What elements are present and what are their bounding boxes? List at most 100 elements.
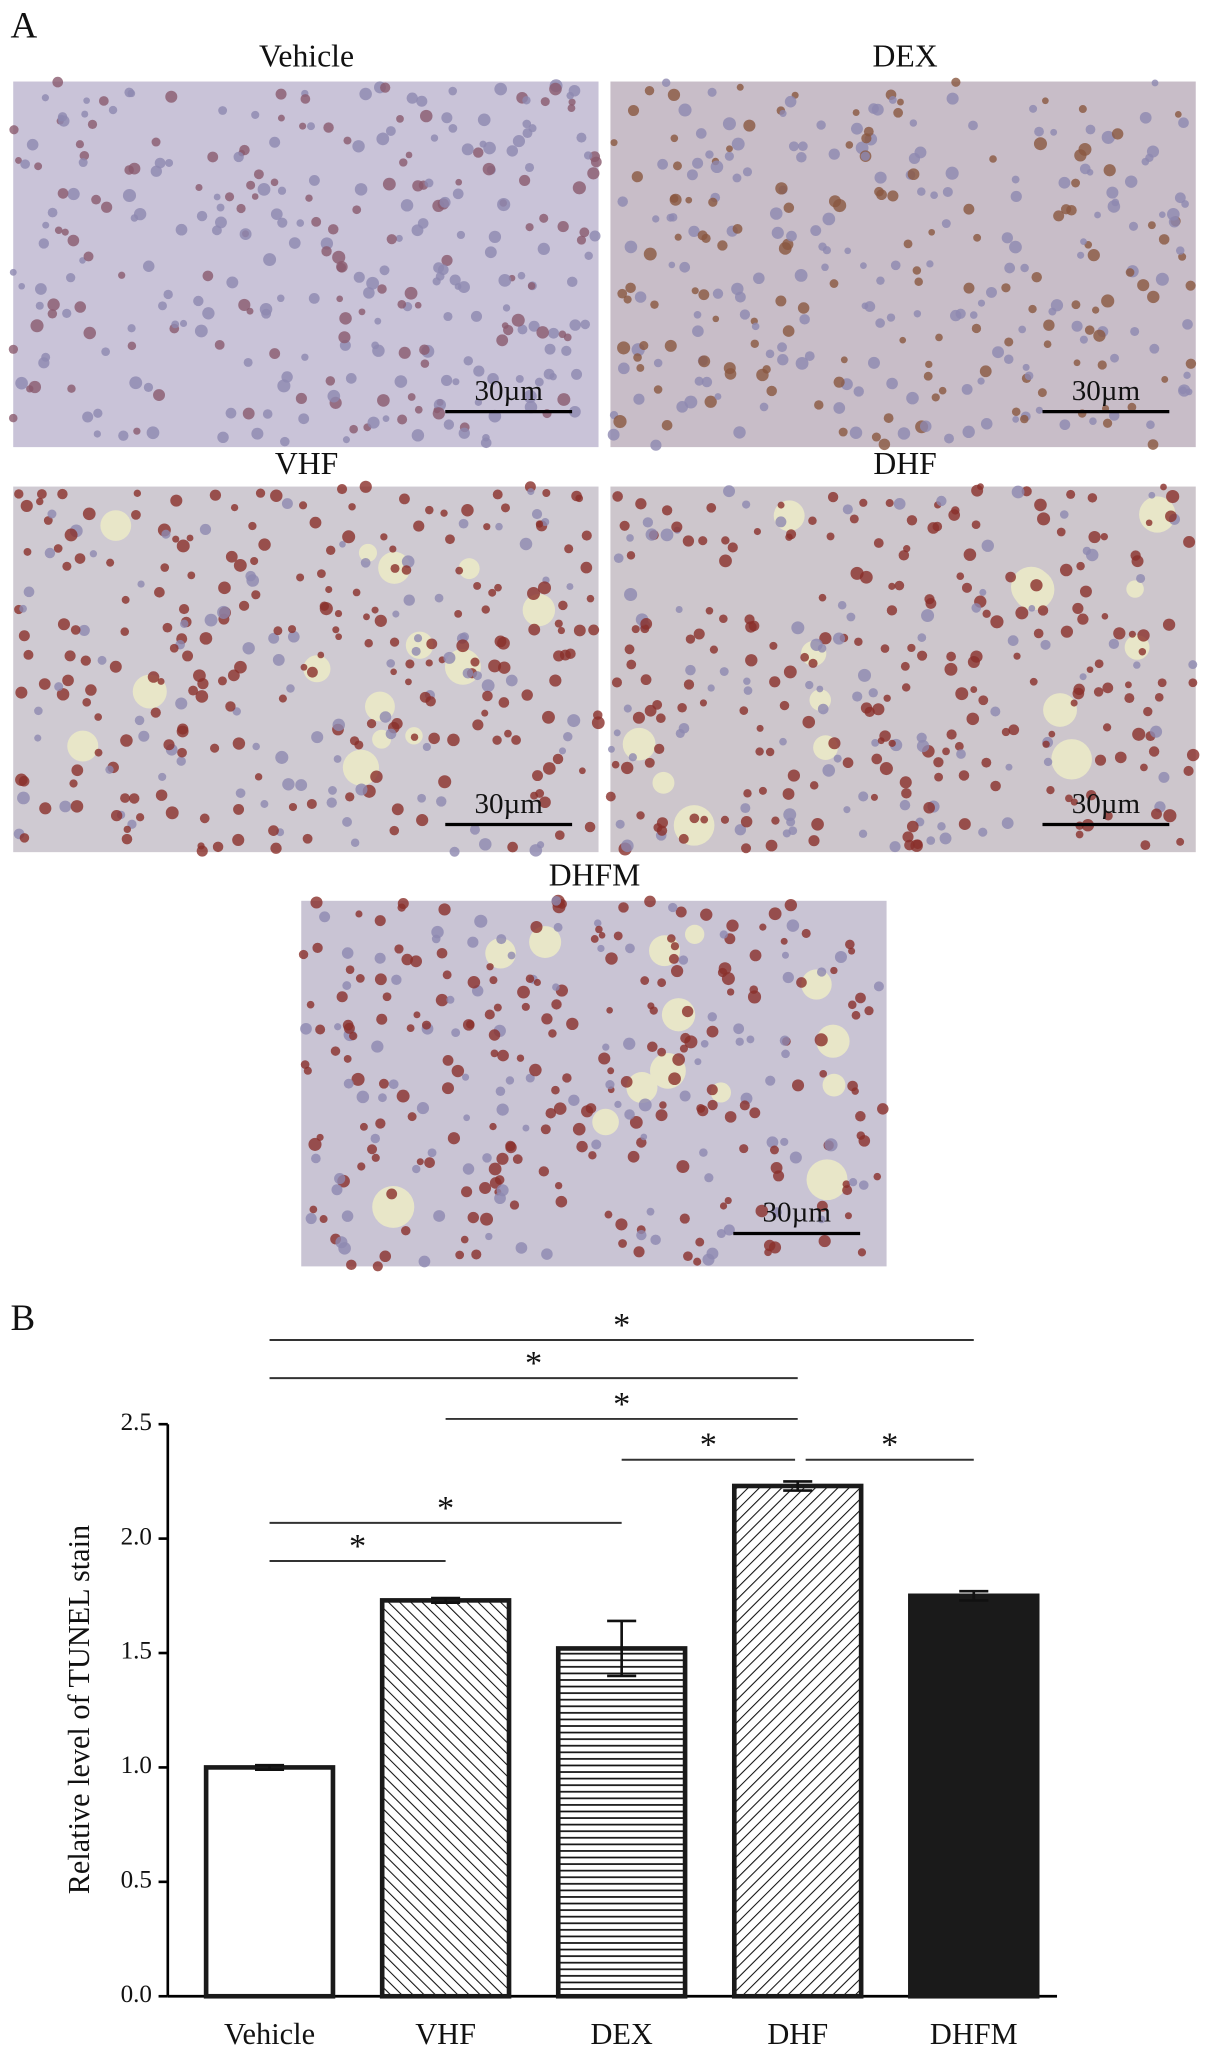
nucleus [613, 414, 627, 429]
nucleus [1127, 402, 1137, 412]
nucleus [1149, 725, 1163, 738]
nucleus [448, 123, 458, 133]
nucleus [353, 271, 365, 283]
nucleus [758, 786, 767, 795]
nucleus [1037, 605, 1049, 616]
nucleus [195, 184, 203, 192]
nucleus [494, 82, 507, 96]
nucleus [650, 300, 659, 309]
nucleus [522, 1124, 530, 1132]
nucleus [82, 507, 96, 521]
nucleus [442, 1054, 454, 1066]
nucleus [490, 1049, 499, 1058]
nucleus [416, 814, 429, 827]
nucleus [631, 171, 643, 183]
nucleus [309, 1205, 318, 1214]
nucleus [899, 799, 911, 811]
nucleus [1046, 785, 1055, 795]
nucleus [424, 1157, 435, 1168]
nucleus [122, 188, 137, 203]
nucleus [306, 798, 317, 809]
nucleus [938, 386, 947, 395]
nucleus [743, 789, 752, 798]
nucleus [194, 324, 208, 338]
nucleus [374, 973, 387, 986]
nucleus [887, 190, 899, 202]
nucleus [342, 436, 350, 444]
nucleus [407, 1112, 417, 1122]
nucleus [735, 1037, 744, 1046]
nucleus [187, 571, 196, 580]
nucleus [325, 376, 336, 386]
nucleus [638, 1098, 652, 1112]
nucleus [473, 581, 482, 590]
nucleus [705, 150, 714, 159]
nucleus [97, 655, 107, 665]
nucleus [374, 915, 386, 927]
nucleus [801, 928, 811, 938]
bar [555, 1646, 688, 1999]
nucleus [93, 430, 101, 438]
nucleus [334, 1172, 346, 1185]
nucleus [982, 609, 991, 618]
lipid-droplet [816, 1024, 850, 1058]
nucleus [780, 937, 788, 945]
nucleus [165, 159, 174, 167]
nucleus [418, 1255, 431, 1268]
nucleus [133, 427, 141, 435]
nucleus [515, 1242, 528, 1254]
nucleus [1093, 687, 1104, 697]
significance-mark: * [437, 1489, 454, 1527]
nucleus [524, 162, 535, 173]
nucleus [83, 326, 97, 340]
nucleus [876, 189, 887, 201]
nucleus [845, 141, 854, 149]
nucleus [298, 413, 310, 425]
nucleus [602, 1043, 610, 1051]
nucleus [759, 923, 767, 931]
nucleus [821, 263, 829, 272]
nucleus [1137, 629, 1150, 642]
nucleus [441, 254, 453, 266]
nucleus [541, 1013, 553, 1025]
nucleus [277, 294, 285, 303]
nucleus [720, 815, 730, 824]
nucleus [461, 1186, 473, 1198]
nucleus [300, 94, 311, 104]
nucleus [1086, 790, 1097, 801]
nucleus [668, 953, 679, 964]
nucleus [585, 1103, 597, 1114]
nucleus [955, 687, 969, 701]
nucleus [782, 325, 795, 337]
nucleus [296, 573, 305, 582]
nucleus [657, 1047, 667, 1057]
nucleus [350, 838, 360, 847]
nucleus [917, 650, 928, 661]
nucleus [422, 742, 431, 752]
nucleus [391, 803, 404, 816]
nucleus [1030, 579, 1043, 592]
nucleus [54, 682, 64, 692]
nucleus [605, 1080, 615, 1090]
nucleus [828, 737, 841, 750]
nucleus [351, 1072, 365, 1086]
nucleus [775, 516, 787, 528]
nucleus [1001, 817, 1014, 829]
nucleus [235, 788, 246, 798]
nucleus [1004, 337, 1014, 347]
nucleus [1158, 234, 1170, 245]
nucleus [238, 600, 250, 611]
nucleus [522, 128, 533, 139]
nucleus [146, 426, 160, 440]
nucleus [1012, 415, 1020, 423]
nucleus [617, 362, 630, 375]
nucleus [309, 516, 322, 529]
nucleus [416, 1158, 424, 1166]
nucleus [30, 319, 44, 333]
nucleus [413, 1011, 421, 1019]
nucleus [1059, 419, 1071, 431]
nucleus [133, 207, 147, 221]
nucleus [382, 177, 396, 191]
nucleus [804, 351, 815, 361]
nucleus [1003, 354, 1014, 364]
